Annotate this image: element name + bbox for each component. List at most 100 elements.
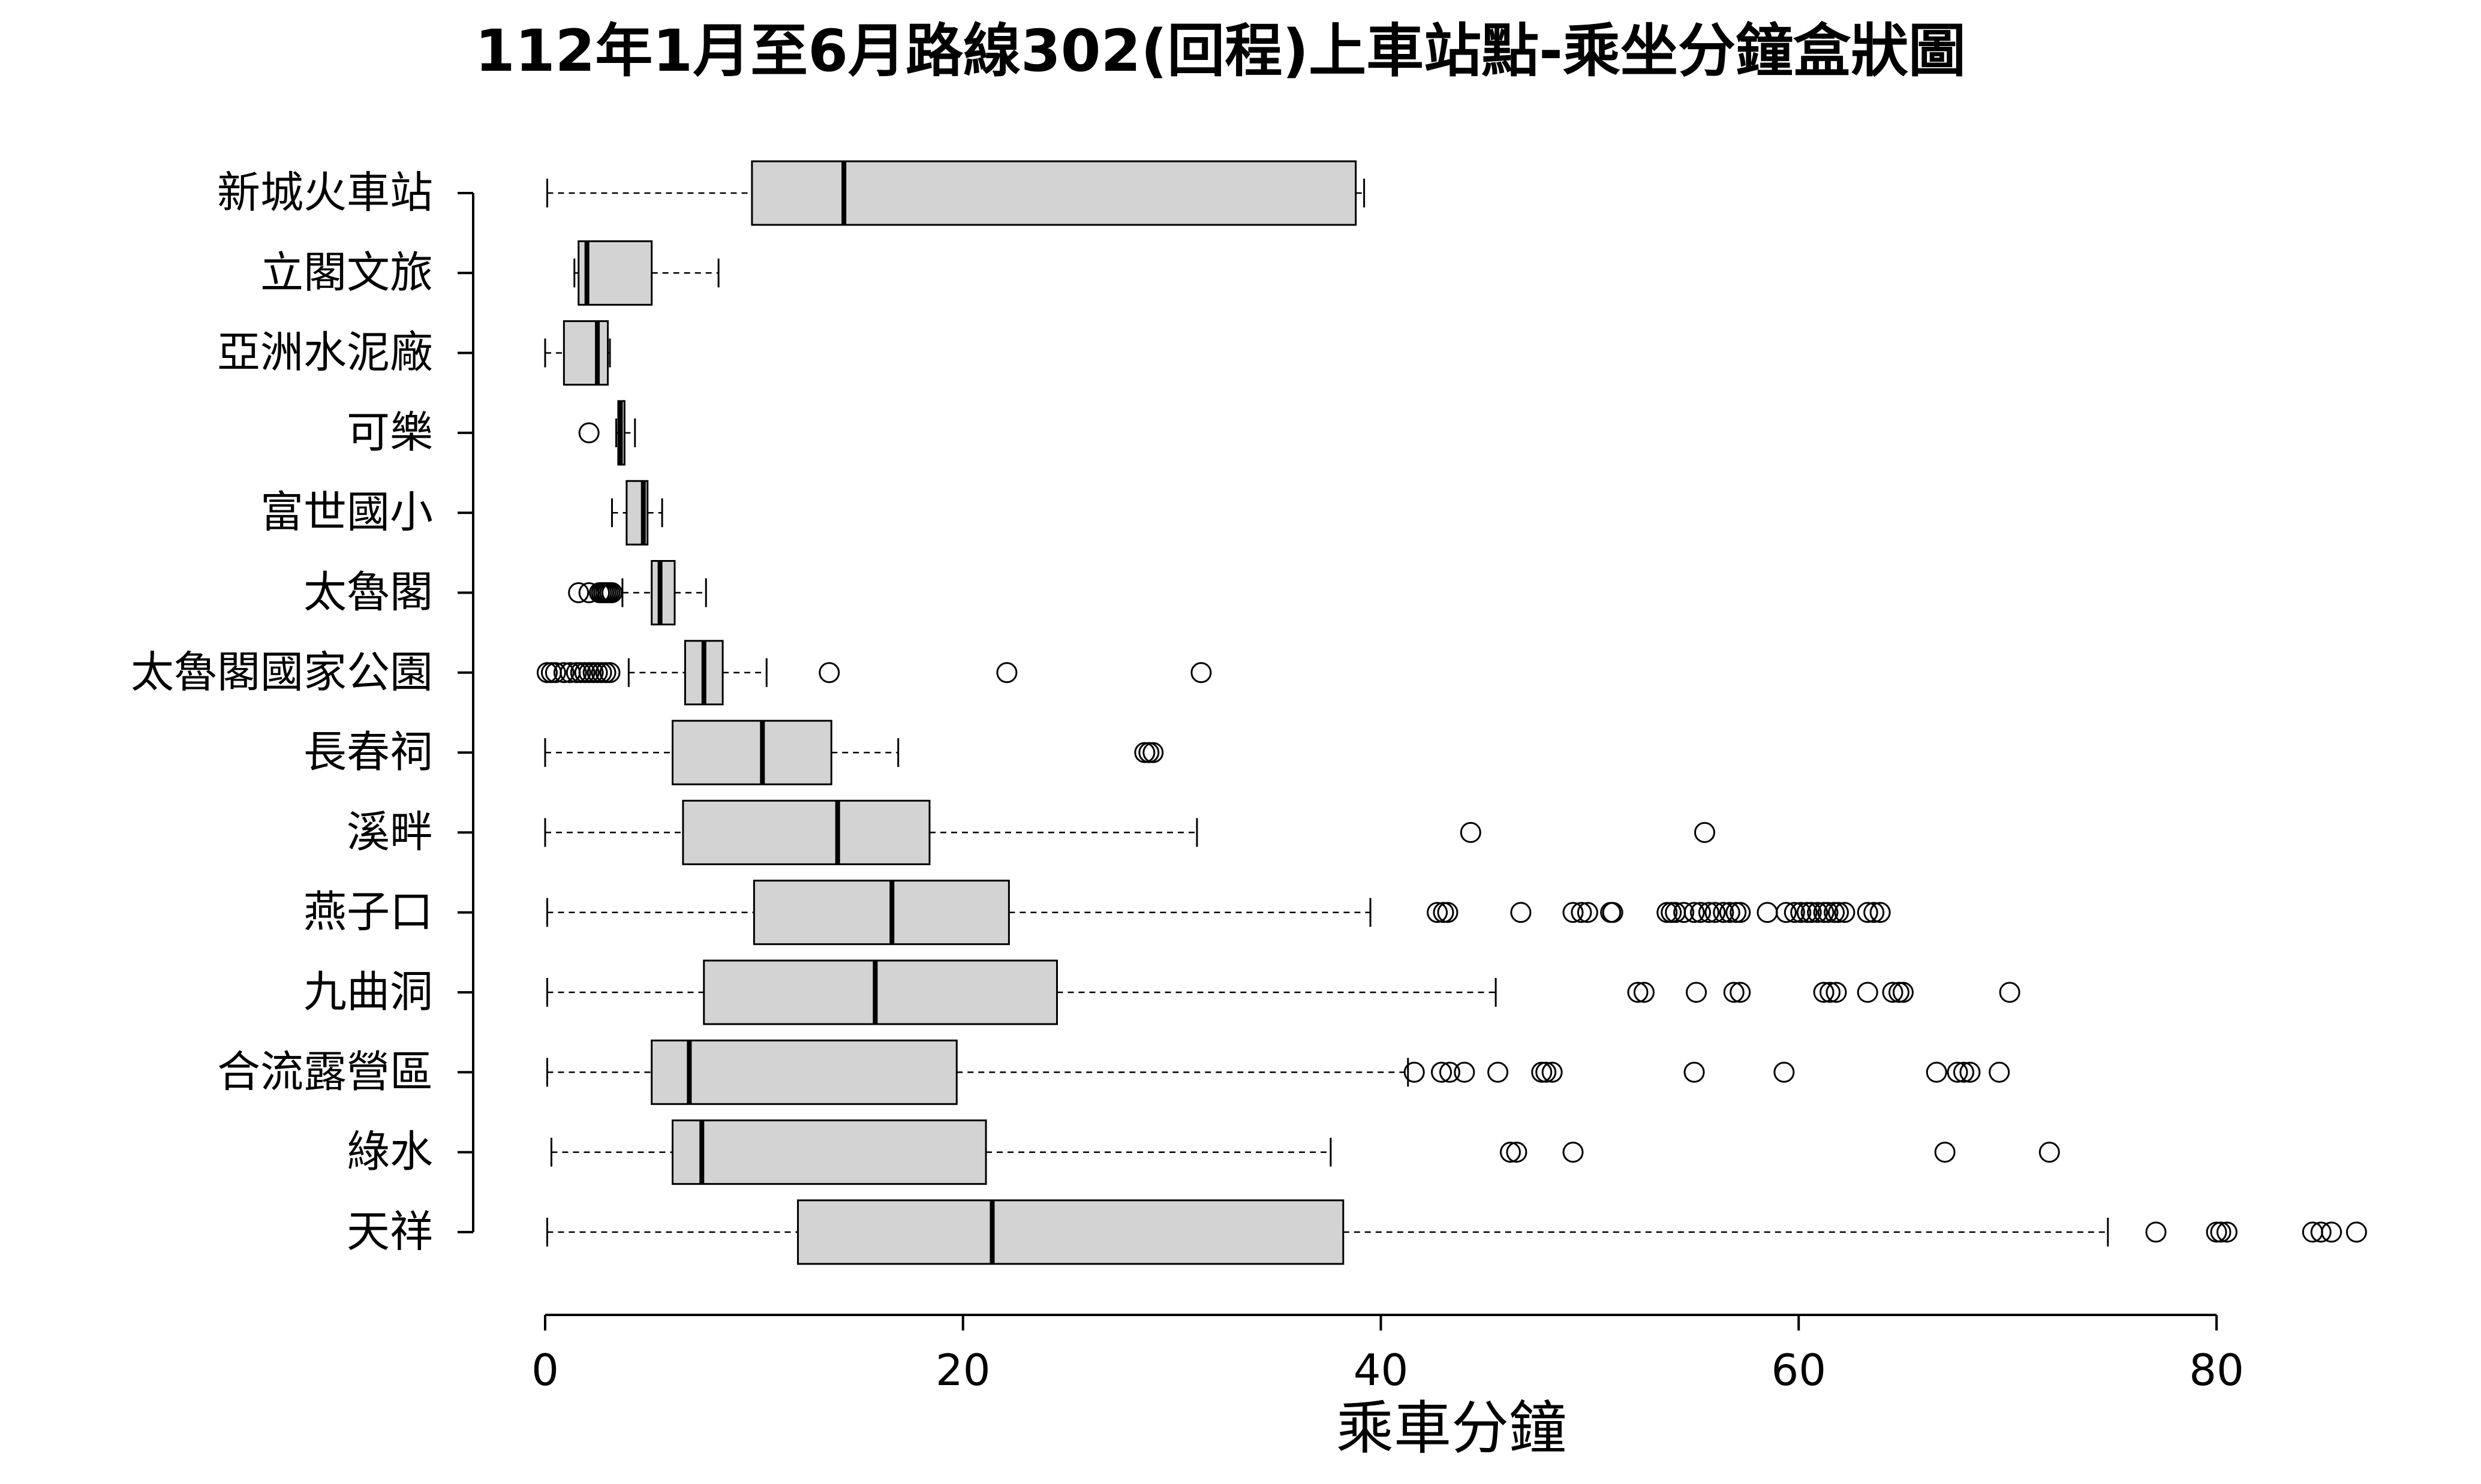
outlier-point (1826, 982, 1847, 1003)
outlier-point (1723, 982, 1745, 1003)
value-tick-label: 40 (1354, 1345, 1409, 1395)
box-iqr (682, 799, 931, 865)
category-label: 燕子口 (303, 887, 433, 937)
category-label: 綠水 (347, 1127, 433, 1177)
box-iqr (672, 720, 832, 785)
box-group (550, 1119, 2060, 1185)
box-iqr (578, 240, 653, 306)
outlier-point (568, 582, 590, 603)
outlier-point (1510, 902, 1532, 923)
outlier-point (1562, 902, 1584, 923)
outlier-point (1882, 982, 1903, 1003)
outlier-point (1947, 1061, 1968, 1083)
box-group (544, 799, 1715, 865)
outlier-point (2210, 1221, 2232, 1243)
outlier-point (1863, 902, 1885, 923)
outlier-point (1460, 821, 1481, 843)
outlier-point (1403, 1061, 1425, 1083)
outlier-point (1673, 902, 1695, 923)
box-group (544, 720, 1164, 785)
x-axis-title: 乘車分鐘 (1336, 1395, 1566, 1462)
category-label: 富世國小 (260, 487, 433, 537)
outlier-point (1665, 902, 1686, 923)
outlier-point (553, 662, 575, 684)
outlier-point (1813, 982, 1835, 1003)
outlier-point (2302, 1221, 2323, 1243)
outlier-point (1627, 982, 1649, 1003)
category-axis: 新城火車站立閣文旅亞洲水泥廠可樂富世國小太魯閣太魯閣國家公園長春祠溪畔燕子口九曲… (131, 167, 474, 1257)
outlier-point (1138, 742, 1160, 763)
category-label: 可樂 (347, 407, 433, 457)
category-label: 天祥 (347, 1206, 433, 1257)
outlier-point (1190, 662, 1212, 684)
outlier-point (1719, 902, 1740, 923)
value-tick-label: 0 (531, 1345, 559, 1395)
outlier-point (1775, 902, 1797, 923)
box-group (568, 560, 707, 625)
box-group (578, 400, 636, 466)
box-group (573, 240, 720, 306)
category-label: 太魯閣國家公園 (131, 647, 433, 697)
outlier-point (1773, 1061, 1795, 1083)
category-label: 九曲洞 (303, 967, 433, 1017)
outlier-point (1602, 902, 1623, 923)
outlier-point (601, 582, 622, 603)
box-iqr (651, 1039, 958, 1105)
box-series (536, 160, 2367, 1265)
chart-title: 112年1月至6月路線302(回程)上車站點-乘坐分鐘盒狀圖 (475, 17, 1966, 85)
value-tick-label: 60 (1771, 1345, 1826, 1395)
box-group (546, 1199, 2367, 1265)
outlier-point (1690, 902, 1712, 923)
outlier-point (1571, 902, 1592, 923)
outlier-point (1683, 1061, 1705, 1083)
outlier-point (1431, 1061, 1452, 1083)
outlier-point (1487, 1061, 1509, 1083)
outlier-point (2310, 1221, 2332, 1243)
outlier-point (1730, 982, 1751, 1003)
box-group (536, 640, 1212, 706)
outlier-point (1686, 982, 1707, 1003)
outlier-point (1577, 902, 1598, 923)
category-label: 溪畔 (347, 806, 433, 857)
box-group (546, 959, 2020, 1025)
category-label: 合流露營區 (217, 1046, 433, 1097)
outlier-point (1427, 902, 1448, 923)
box-iqr (651, 560, 676, 625)
box-group (544, 320, 611, 386)
outlier-point (1869, 902, 1891, 923)
outlier-point (1790, 902, 1812, 923)
outlier-point (545, 662, 566, 684)
outlier-point (1953, 1061, 1974, 1083)
outlier-point (2321, 1221, 2342, 1243)
box-group (546, 880, 1891, 946)
outlier-point (1800, 902, 1822, 923)
outlier-point (1857, 982, 1878, 1003)
outlier-point (1437, 902, 1458, 923)
outlier-point (1713, 902, 1734, 923)
box-iqr (563, 320, 609, 386)
value-axis: 0 20 40 60 80 (531, 1314, 2244, 1395)
outlier-point (1926, 1061, 1947, 1083)
box-group (546, 160, 1366, 226)
outlier-point (1999, 982, 2020, 1003)
outlier-point (1142, 742, 1164, 763)
category-label: 太魯閣 (303, 567, 433, 618)
category-label: 亞洲水泥廠 (217, 327, 433, 378)
category-label: 立閣文旅 (260, 247, 433, 297)
outlier-point (1807, 902, 1829, 923)
outlier-point (1694, 821, 1715, 843)
outlier-point (1704, 902, 1726, 923)
box-iqr (672, 1119, 987, 1185)
category-label: 新城火車站 (217, 167, 433, 218)
value-tick-label: 20 (936, 1345, 991, 1395)
box-group (546, 1039, 2010, 1105)
category-label: 長春祠 (303, 727, 433, 777)
outlier-point (1562, 1142, 1584, 1163)
box-group (611, 480, 663, 546)
outlier-point (1959, 1061, 1981, 1083)
value-tick-label: 80 (2189, 1345, 2244, 1395)
outlier-point (1834, 902, 1856, 923)
box-iqr (703, 959, 1058, 1025)
outlier-point (1454, 1061, 1475, 1083)
